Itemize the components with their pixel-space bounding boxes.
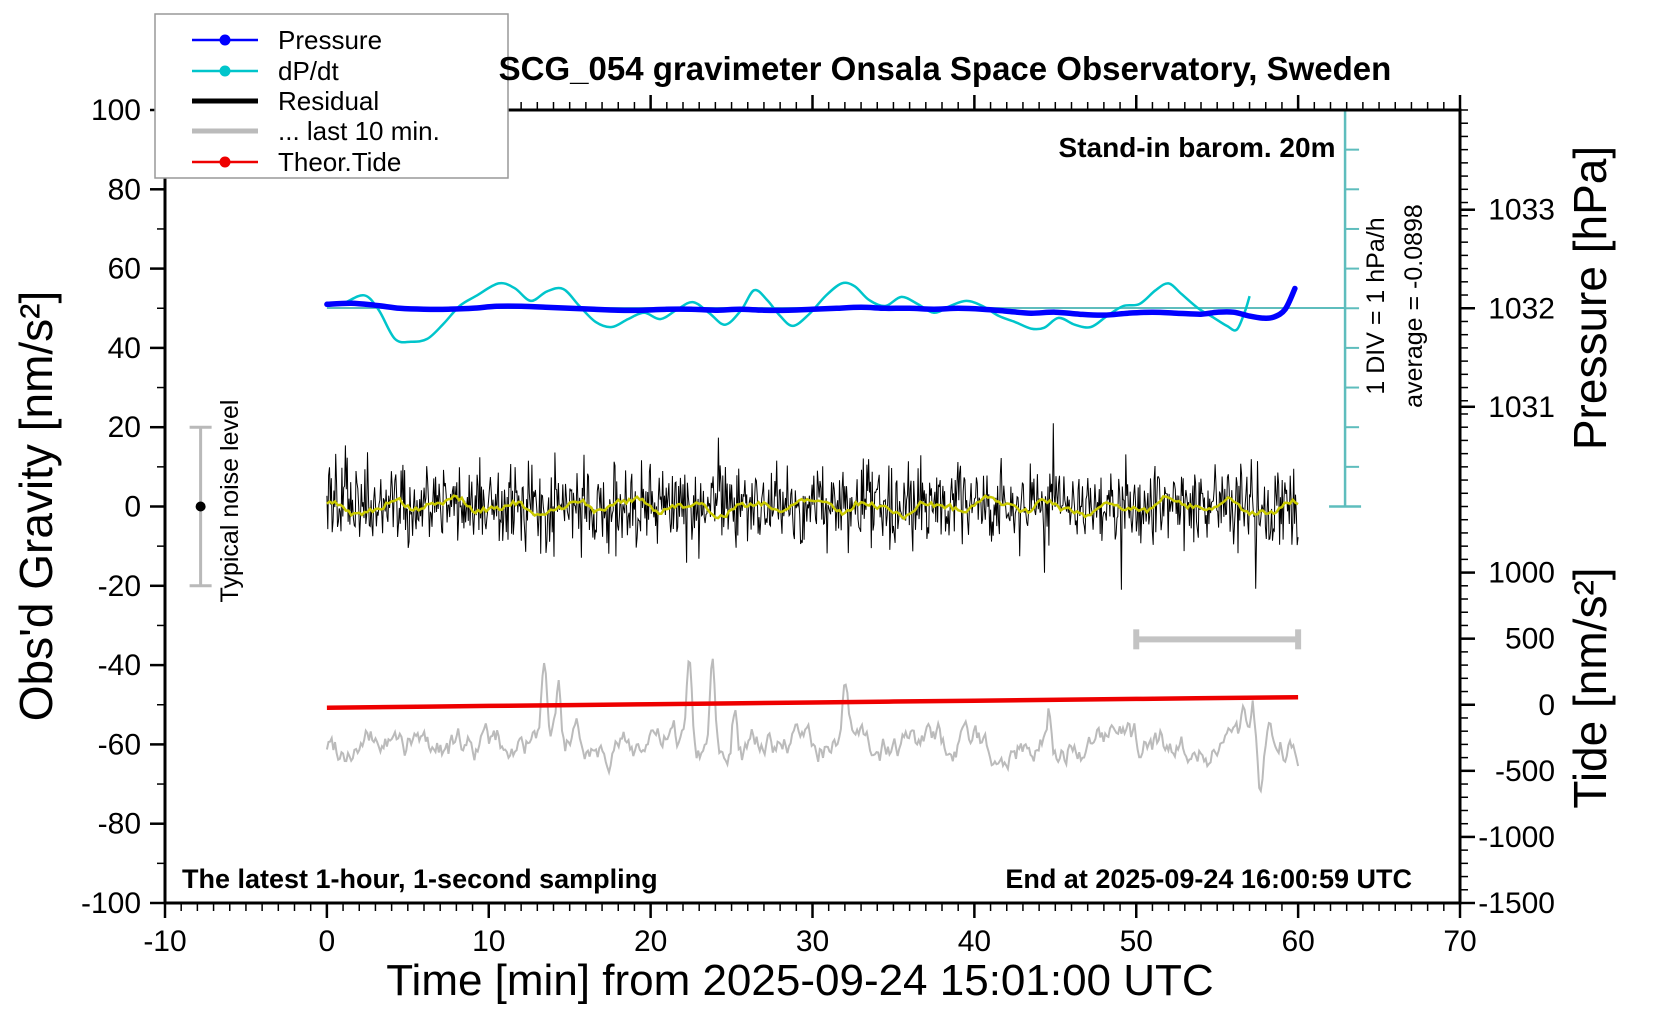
legend-label: Residual (278, 86, 379, 116)
bottom-tick-label: 0 (319, 925, 336, 958)
legend-label: dP/dt (278, 56, 339, 86)
left-tick-label: 40 (108, 332, 141, 365)
dpdt-series (326, 281, 1251, 344)
left-tick-label: -80 (98, 808, 141, 841)
bottom-tick-label: 50 (1120, 925, 1153, 958)
residual-series (326, 423, 1299, 590)
legend-label: Theor.Tide (278, 147, 401, 177)
tide-tick-label: -500 (1495, 755, 1555, 788)
tide-tick-label: 500 (1505, 623, 1555, 656)
guide-lines (189, 110, 1362, 650)
bottom-tick-label: 10 (472, 925, 505, 958)
left-tick-label: 100 (91, 94, 141, 127)
left-tick-label: 60 (108, 253, 141, 286)
left-tick-label: 80 (108, 173, 141, 206)
tide-tick-label: 0 (1538, 689, 1555, 722)
bottom-tick-label: -10 (143, 925, 186, 958)
tide-tick-label: 1000 (1488, 557, 1555, 590)
legend-item: ... last 10 min. (192, 116, 440, 146)
bottom-tick-label: 70 (1443, 925, 1476, 958)
pressure-tick-label: 1031 (1488, 391, 1555, 424)
pressure-tick-label: 1033 (1488, 194, 1555, 227)
pressure-series (324, 285, 1298, 322)
data-series (324, 281, 1300, 794)
average-dpdt-label: average = -0.0898 (1400, 204, 1428, 408)
typical-noise-level-label: Typical noise level (216, 400, 244, 603)
bottom-tick-label: 20 (634, 925, 667, 958)
left-tick-label: -20 (98, 570, 141, 603)
x-axis-title: Time [min] from 2025-09-24 15:01:00 UTC (386, 956, 1213, 1005)
chart-title: SCG_054 gravimeter Onsala Space Observat… (499, 50, 1392, 87)
tide-axis-title: Tide [nm/s²] (1564, 567, 1616, 808)
bottom-tick-label: 60 (1281, 925, 1314, 958)
legend-label: Pressure (278, 25, 382, 55)
left-axis-title: Obs'd Gravity [nm/s²] (10, 291, 62, 722)
noise-error-bar-dot (195, 501, 206, 512)
last10min-series (325, 658, 1300, 794)
legend-item: Theor.Tide (192, 147, 401, 177)
end-time-note: End at 2025-09-24 16:00:59 UTC (1005, 864, 1412, 894)
left-tick-label: -60 (98, 728, 141, 761)
pressure-tick-label: 1032 (1488, 292, 1555, 325)
legend-label: ... last 10 min. (278, 116, 440, 146)
legend-dot-sample (219, 34, 231, 46)
left-tick-label: -100 (81, 887, 141, 920)
bottom-tick-label: 30 (796, 925, 829, 958)
tide-tick-label: -1500 (1478, 887, 1555, 920)
left-tick-label: 20 (108, 411, 141, 444)
theor-tide-series (326, 694, 1299, 710)
legend-item: Pressure (192, 25, 382, 55)
legend-item: dP/dt (192, 56, 339, 86)
tide-tick-label: -1000 (1478, 821, 1555, 854)
stand-in-barometer-note: Stand-in barom. 20m (1059, 132, 1336, 163)
residual-smoothed-series (326, 494, 1299, 521)
legend-frame (154, 13, 509, 179)
legend-item: Residual (192, 86, 379, 116)
left-tick-label: 0 (124, 491, 141, 524)
plot-frame (163, 108, 1462, 905)
pressure-axis-title: Pressure [hPa] (1564, 146, 1616, 450)
div-scale-label: 1 DIV = 1 hPa/h (1362, 217, 1390, 394)
legend-dot-sample (219, 65, 231, 77)
bottom-tick-label: 40 (958, 925, 991, 958)
legend-dot-sample (219, 156, 231, 168)
left-tick-label: -40 (98, 649, 141, 682)
sampling-note: The latest 1-hour, 1-second sampling (182, 864, 658, 894)
